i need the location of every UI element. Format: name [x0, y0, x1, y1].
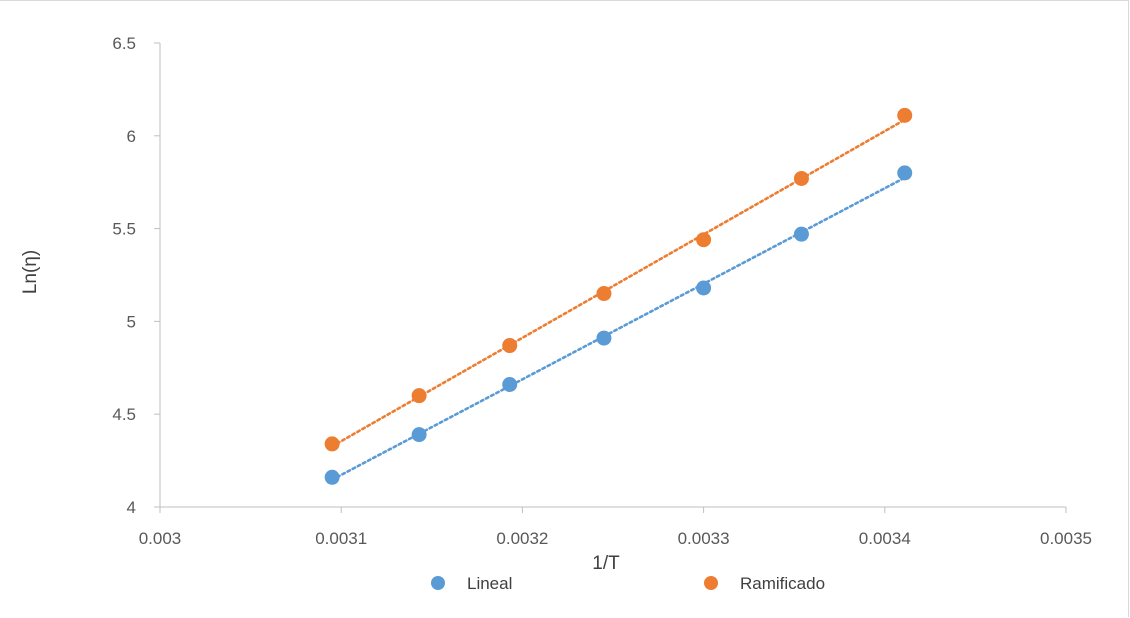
trendline-lineal	[330, 176, 907, 481]
y-axis-tick-labels: 4 4.5 5 5.5 6 6.5	[112, 34, 136, 517]
point-lineal	[793, 226, 809, 242]
legend-label-ramificado: Ramificado	[740, 574, 825, 593]
y-axis-title: Ln(η)	[20, 250, 41, 294]
data-points	[324, 107, 913, 485]
legend-item-ramificado: Ramificado	[704, 574, 825, 593]
axes	[154, 42, 1067, 513]
legend-label-lineal: Lineal	[467, 574, 512, 593]
point-ramificado	[411, 388, 427, 404]
point-lineal	[324, 469, 340, 485]
x-tick-label: 0.0034	[859, 529, 911, 548]
point-ramificado	[596, 286, 612, 302]
x-tick-label: 0.0035	[1040, 529, 1092, 548]
point-lineal	[411, 427, 427, 443]
y-tick-label: 5	[127, 312, 136, 331]
x-tick-label: 0.0032	[496, 529, 548, 548]
legend-item-lineal: Lineal	[431, 574, 512, 593]
x-axis-tick-labels: 0.003 0.0031 0.0032 0.0033 0.0034 0.0035	[139, 529, 1092, 548]
point-ramificado	[502, 338, 518, 354]
point-ramificado	[793, 170, 809, 186]
legend: Lineal Ramificado	[431, 574, 825, 593]
point-lineal	[596, 330, 612, 346]
y-tick-label: 4.5	[112, 405, 136, 424]
x-axis-title: 1/T	[592, 553, 620, 574]
y-tick-label: 6	[127, 127, 136, 146]
point-ramificado	[897, 107, 913, 123]
x-tick-label: 0.0031	[315, 529, 367, 548]
point-lineal	[696, 280, 712, 296]
legend-marker-lineal	[431, 576, 445, 590]
point-ramificado	[696, 232, 712, 248]
y-tick-label: 6.5	[112, 34, 136, 53]
point-lineal	[502, 377, 518, 393]
y-tick-label: 5.5	[112, 220, 136, 239]
legend-marker-ramificado	[704, 576, 718, 590]
x-tick-label: 0.0033	[678, 529, 730, 548]
y-tick-label: 4	[127, 498, 136, 517]
trendlines	[330, 118, 907, 481]
point-ramificado	[324, 436, 340, 452]
point-lineal	[897, 165, 913, 181]
x-tick-label: 0.003	[139, 529, 182, 548]
trendline-ramificado	[330, 118, 907, 448]
